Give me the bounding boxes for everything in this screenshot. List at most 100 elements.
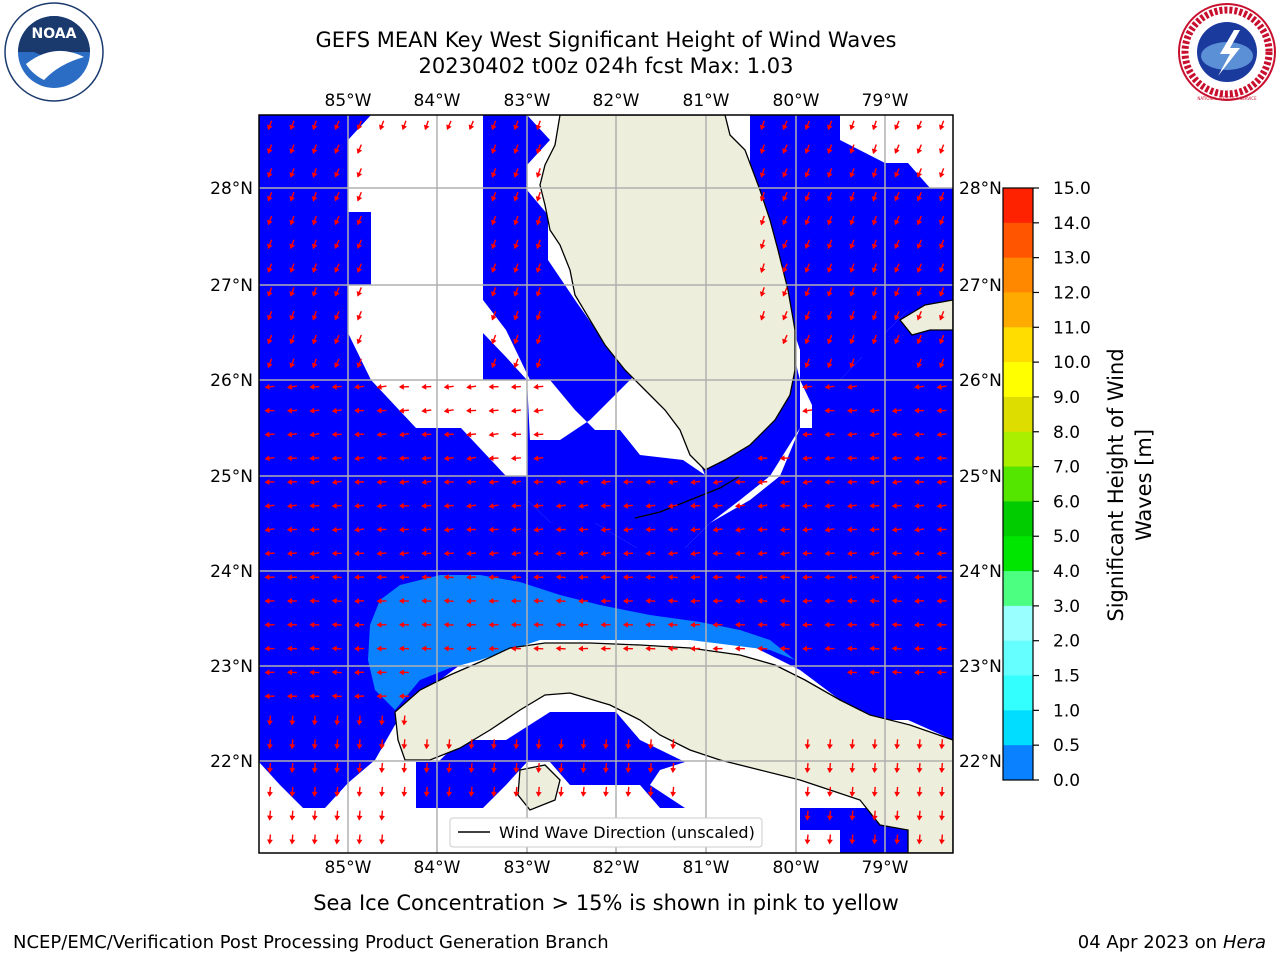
wave-direction-arrow	[600, 645, 611, 652]
wave-direction-arrow	[289, 287, 295, 297]
wave-direction-arrow	[827, 358, 833, 369]
wave-direction-arrow	[916, 239, 923, 250]
wave-direction-arrow	[286, 550, 297, 557]
wave-direction-arrow	[939, 763, 945, 774]
wave-direction-arrow	[827, 739, 833, 750]
wave-direction-arrow	[356, 763, 363, 774]
wave-direction-arrow	[446, 120, 452, 131]
wave-direction-arrow	[849, 263, 855, 273]
colorbar-segment	[1003, 640, 1033, 677]
wave-direction-arrow	[824, 431, 835, 438]
wave-direction-arrow	[827, 310, 833, 321]
wave-direction-arrow	[734, 502, 745, 509]
wave-direction-arrow	[286, 455, 297, 462]
wave-direction-arrow	[894, 120, 900, 131]
wave-direction-arrow	[535, 120, 542, 131]
wave-direction-arrow	[356, 358, 363, 369]
wave-direction-arrow	[289, 810, 296, 821]
colorbar-segment	[1003, 431, 1033, 468]
wave-direction-arrow	[491, 215, 497, 226]
wave-direction-arrow	[421, 455, 432, 462]
wave-direction-arrow	[510, 431, 521, 438]
colorbar-tick: 3.0	[1053, 597, 1080, 617]
wave-direction-arrow	[871, 287, 878, 297]
wave-direction-arrow	[734, 621, 745, 628]
wave-direction-arrow	[555, 574, 566, 581]
wave-direction-arrow	[757, 455, 768, 462]
wave-direction-arrow	[354, 574, 365, 581]
wave-direction-arrow	[804, 287, 811, 297]
colorbar-tick: 2.0	[1053, 632, 1080, 652]
wave-direction-arrow	[398, 574, 409, 581]
lat-tick-right: 24°N	[959, 562, 1002, 582]
wave-direction-arrow	[871, 763, 878, 774]
wave-direction-arrow	[398, 526, 409, 533]
wave-direction-arrow	[869, 645, 880, 652]
lat-tick-right: 27°N	[959, 276, 1002, 296]
wave-direction-arrow	[334, 786, 341, 797]
wave-direction-arrow	[802, 645, 813, 652]
land-bahamas	[899, 299, 953, 336]
colorbar-tick: 14.0	[1053, 214, 1091, 234]
wave-direction-arrow	[267, 310, 273, 321]
colorbar-segment	[1003, 362, 1033, 398]
wave-direction-arrow	[827, 263, 833, 273]
colorbar-segment	[1003, 745, 1033, 781]
wave-direction-arrow	[869, 550, 880, 557]
colorbar-segment	[1003, 605, 1033, 642]
wave-direction-arrow	[311, 263, 318, 273]
wave-direction-arrow	[712, 645, 723, 652]
wave-direction-arrow	[264, 645, 275, 652]
wave-direction-arrow	[939, 215, 945, 226]
wave-direction-arrow	[914, 598, 925, 604]
wave-direction-arrow	[600, 502, 611, 509]
date-text: 04 Apr 2023 on	[1077, 932, 1218, 953]
wave-direction-arrow	[667, 502, 678, 509]
wave-direction-arrow	[804, 215, 811, 226]
wave-direction-arrow	[421, 550, 432, 557]
wave-direction-arrow	[488, 598, 499, 604]
lon-tick-top: 82°W	[593, 91, 640, 111]
wave-direction-arrow	[802, 526, 813, 533]
wave-direction-arrow	[264, 669, 275, 676]
wave-direction-arrow	[331, 479, 342, 485]
wave-direction-arrow	[779, 598, 790, 604]
wave-direction-arrow	[398, 598, 409, 604]
wave-direction-arrow	[869, 598, 880, 604]
wave-direction-arrow	[376, 598, 387, 604]
wave-direction-arrow	[827, 334, 833, 345]
wave-direction-arrow	[555, 502, 566, 509]
branch-credit: NCEP/EMC/Verification Post Processing Pr…	[13, 932, 609, 953]
wave-direction-arrow	[264, 550, 275, 557]
wave-direction-arrow	[779, 621, 790, 628]
wave-direction-arrow	[289, 786, 296, 797]
wave-direction-arrow	[846, 431, 857, 438]
wave-direction-arrow	[824, 550, 835, 557]
wave-direction-arrow	[466, 502, 477, 509]
wave-direction-arrow	[535, 215, 542, 226]
wave-direction-arrow	[311, 763, 318, 774]
wave-direction-arrow	[334, 239, 340, 250]
colorbar-tick: 5.0	[1053, 527, 1080, 547]
wave-direction-arrow	[667, 621, 678, 628]
wave-direction-arrow	[311, 310, 318, 321]
wave-direction-arrow	[936, 598, 947, 604]
wave-direction-arrow	[443, 407, 454, 414]
wave-direction-arrow	[356, 810, 363, 821]
wave-direction-arrow	[916, 168, 923, 178]
wave-direction-arrow	[289, 334, 295, 345]
wave-direction-arrow	[331, 407, 342, 414]
wave-direction-arrow	[535, 310, 542, 321]
wave-direction-arrow	[379, 739, 385, 750]
wave-direction-arrow	[939, 191, 945, 202]
wave-direction-arrow	[488, 383, 499, 390]
wave-direction-arrow	[824, 598, 835, 604]
wave-direction-arrow	[443, 455, 454, 462]
wave-direction-arrow	[782, 215, 788, 226]
host-name: Hera	[1222, 932, 1266, 953]
lon-tick-bottom: 83°W	[504, 858, 551, 878]
wave-direction-arrow	[827, 191, 833, 202]
wave-direction-arrow	[289, 215, 295, 226]
wave-direction-arrow	[645, 621, 656, 628]
wave-direction-arrow	[580, 786, 587, 797]
